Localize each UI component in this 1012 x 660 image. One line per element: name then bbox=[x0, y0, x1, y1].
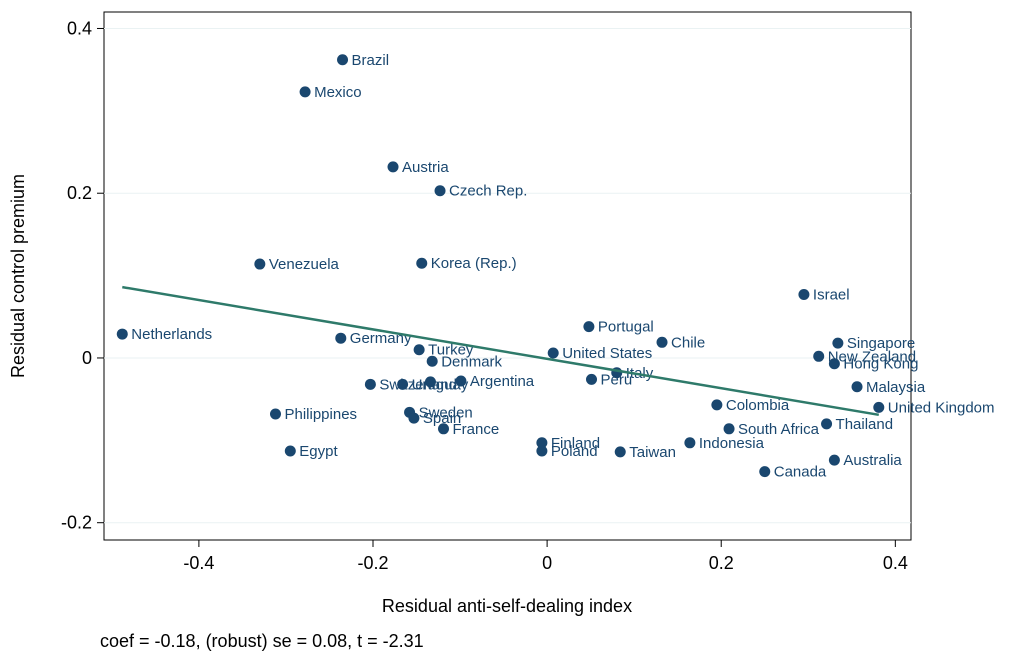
note: coef = -0.18, (robust) se = 0.08, t = -2… bbox=[100, 631, 424, 651]
point-label: Czech Rep. bbox=[449, 183, 527, 200]
point bbox=[116, 328, 128, 340]
point-label: Australia bbox=[843, 452, 902, 469]
point-label: Venezuela bbox=[269, 256, 340, 273]
point bbox=[424, 376, 436, 388]
point-label: Singapore bbox=[847, 335, 915, 352]
point bbox=[547, 347, 559, 359]
point bbox=[397, 378, 409, 390]
point-label: Mexico bbox=[314, 84, 362, 101]
point-label: Portugal bbox=[598, 319, 654, 336]
point bbox=[813, 350, 825, 362]
point bbox=[337, 54, 349, 66]
point-label: United Kingdom bbox=[888, 399, 995, 416]
point-label: Germany bbox=[350, 330, 412, 347]
point bbox=[455, 375, 467, 387]
y-tick-label: 0.2 bbox=[67, 183, 92, 203]
point-label: Brazil bbox=[352, 52, 390, 69]
point bbox=[284, 445, 296, 457]
point bbox=[586, 373, 598, 385]
point bbox=[832, 337, 844, 349]
point bbox=[426, 355, 438, 367]
point bbox=[413, 344, 425, 356]
point-label: Korea (Rep.) bbox=[431, 255, 517, 272]
point-label: Chile bbox=[671, 334, 705, 351]
plot-area bbox=[103, 11, 912, 541]
point-label: United States bbox=[562, 345, 652, 362]
point bbox=[434, 185, 446, 197]
point-label: Malaysia bbox=[866, 379, 926, 396]
point bbox=[684, 437, 696, 449]
point-label: Denmark bbox=[441, 353, 502, 370]
point-label: France bbox=[453, 421, 500, 438]
point bbox=[364, 378, 376, 390]
point-label: Peru bbox=[601, 371, 633, 388]
point-label: Austria bbox=[402, 159, 449, 176]
x-tick-label: 0.2 bbox=[709, 553, 734, 573]
x-tick-label: -0.4 bbox=[183, 553, 214, 573]
point bbox=[583, 321, 595, 333]
point-label: Poland bbox=[551, 443, 598, 460]
x-tick-label: -0.2 bbox=[357, 553, 388, 573]
point-label: Netherlands bbox=[131, 326, 212, 343]
point bbox=[656, 336, 668, 348]
fit-line bbox=[122, 285, 879, 417]
point bbox=[711, 399, 723, 411]
point bbox=[873, 401, 885, 413]
point bbox=[759, 466, 771, 478]
point-label: Sweden bbox=[419, 404, 473, 421]
point-label: South Africa bbox=[738, 421, 820, 438]
point-label: Finland bbox=[551, 435, 600, 452]
x-axis-label: Residual anti-self-dealing index bbox=[382, 596, 632, 616]
point bbox=[269, 408, 281, 420]
point bbox=[536, 445, 548, 457]
point bbox=[408, 412, 420, 424]
point bbox=[438, 423, 450, 435]
point-label: Spain bbox=[423, 410, 461, 427]
point bbox=[387, 161, 399, 173]
point-label: Thailand bbox=[836, 416, 894, 433]
y-axis-label: Residual control premium bbox=[8, 174, 28, 378]
point-label: New Zealand bbox=[828, 348, 916, 365]
point-label: Indonesia bbox=[699, 435, 765, 452]
point bbox=[416, 257, 428, 269]
x-tick-label: 0.4 bbox=[883, 553, 908, 573]
point-label: Egypt bbox=[299, 443, 338, 460]
point bbox=[299, 86, 311, 98]
point-label: Taiwan bbox=[629, 444, 676, 461]
y-tick-label: 0 bbox=[82, 348, 92, 368]
point bbox=[851, 381, 863, 393]
point bbox=[798, 289, 810, 301]
point bbox=[335, 332, 347, 344]
point bbox=[828, 358, 840, 370]
point bbox=[254, 258, 266, 270]
point bbox=[536, 437, 548, 449]
x-tick-label: 0 bbox=[542, 553, 552, 573]
point-label: Hong Kong bbox=[843, 356, 918, 373]
point-label: Philippines bbox=[284, 406, 357, 423]
point-label: Colombia bbox=[726, 397, 790, 414]
point-label: Israel bbox=[813, 287, 850, 304]
y-tick-label: -0.2 bbox=[61, 513, 92, 533]
y-tick-label: 0.4 bbox=[67, 18, 92, 38]
point-label: Argentina bbox=[470, 373, 535, 390]
point-label: Canada bbox=[774, 464, 827, 481]
point bbox=[828, 454, 840, 466]
point-label: Switzerland bbox=[379, 376, 457, 393]
point bbox=[614, 446, 626, 458]
point bbox=[723, 423, 735, 435]
point bbox=[821, 418, 833, 430]
point-label: Turkey bbox=[428, 342, 474, 359]
